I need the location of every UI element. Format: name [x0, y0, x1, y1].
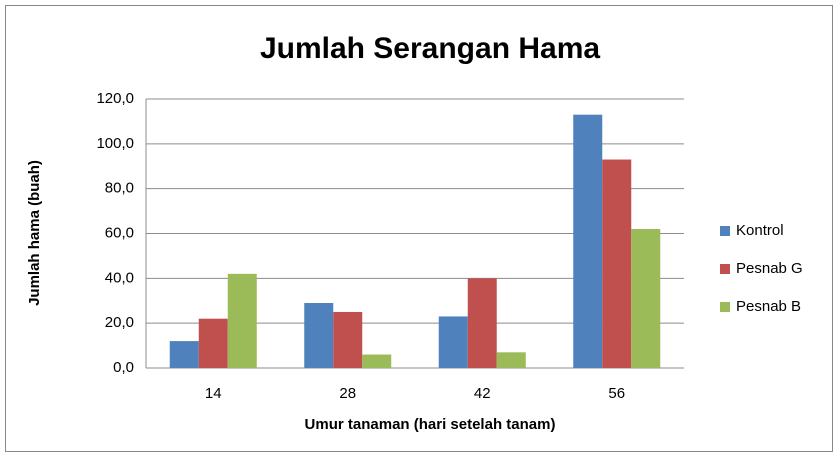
bar — [602, 159, 632, 368]
bar — [227, 273, 257, 368]
y-tick-label: 20,0 — [105, 314, 134, 331]
legend-swatch — [720, 302, 730, 312]
legend-swatch — [720, 226, 730, 236]
bar — [631, 229, 661, 368]
chart-title: Jumlah Serangan Hama — [260, 32, 600, 65]
y-tick-label: 80,0 — [105, 180, 134, 197]
bar — [362, 354, 392, 368]
y-tick-label: 120,0 — [96, 90, 134, 107]
legend-label: Kontrol — [736, 222, 784, 239]
x-tick-label: 42 — [474, 385, 491, 402]
y-tick-label: 100,0 — [96, 135, 134, 152]
bar — [304, 302, 334, 368]
y-tick-label: 0,0 — [113, 359, 134, 376]
chart-border — [5, 5, 833, 452]
y-tick-label: 40,0 — [105, 269, 134, 286]
y-tick-label: 60,0 — [105, 224, 134, 241]
bar — [496, 352, 526, 368]
bar — [573, 114, 603, 368]
legend-swatch — [720, 264, 730, 274]
x-axis-label: Umur tanaman (hari setelah tanam) — [305, 416, 556, 433]
x-tick-label: 56 — [608, 385, 625, 402]
legend-label: Pesnab G — [736, 260, 803, 277]
bar — [333, 311, 363, 368]
x-tick-label: 14 — [205, 385, 222, 402]
bar — [169, 341, 199, 368]
bar — [438, 316, 468, 368]
bar — [198, 318, 228, 368]
bar — [467, 278, 497, 368]
x-tick-label: 28 — [339, 385, 356, 402]
y-axis-label: Jumlah hama (buah) — [26, 160, 43, 306]
legend-label: Pesnab B — [736, 298, 801, 315]
